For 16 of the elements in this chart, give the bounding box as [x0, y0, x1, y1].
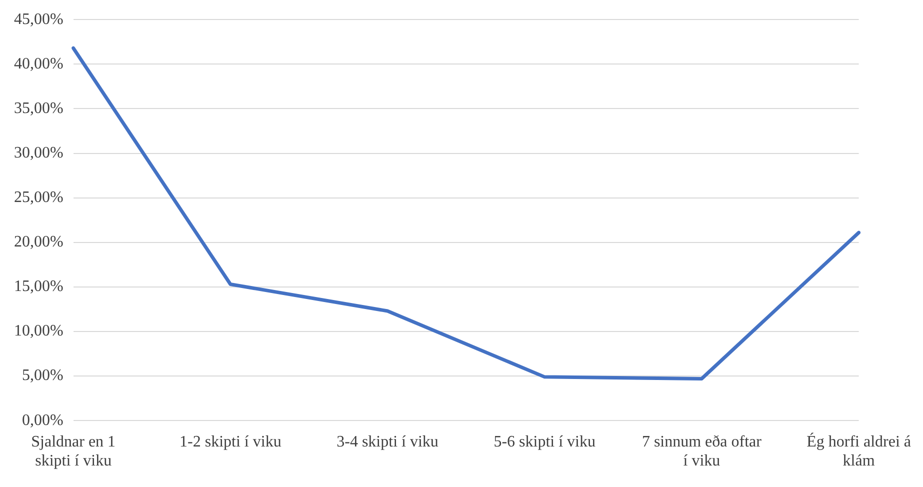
y-tick-label: 25,00% [14, 189, 64, 206]
x-tick-label: Sjaldnar en 1 skipti í viku [31, 433, 116, 470]
y-tick-label: 0,00% [22, 412, 64, 429]
x-tick-label: 1-2 skipti í viku [180, 433, 282, 450]
y-tick-label: 20,00% [14, 234, 64, 251]
x-tick-label: 3-4 skipti í viku [336, 433, 438, 450]
y-tick-label: 30,00% [14, 144, 64, 162]
x-tick-label: Ég horfi aldrei á klám [806, 432, 912, 470]
y-tick-label: 40,00% [14, 55, 64, 72]
x-tick-label: 5-6 skipti í viku [494, 433, 596, 450]
y-tick-label: 10,00% [14, 322, 64, 340]
y-tick-label: 15,00% [14, 278, 64, 296]
y-tick-label: 35,00% [14, 100, 64, 117]
x-tick-label: 7 sinnum eða oftar í viku [642, 433, 762, 470]
y-tick-label: 5,00% [22, 367, 64, 384]
y-tick-label: 45,00% [14, 10, 64, 28]
